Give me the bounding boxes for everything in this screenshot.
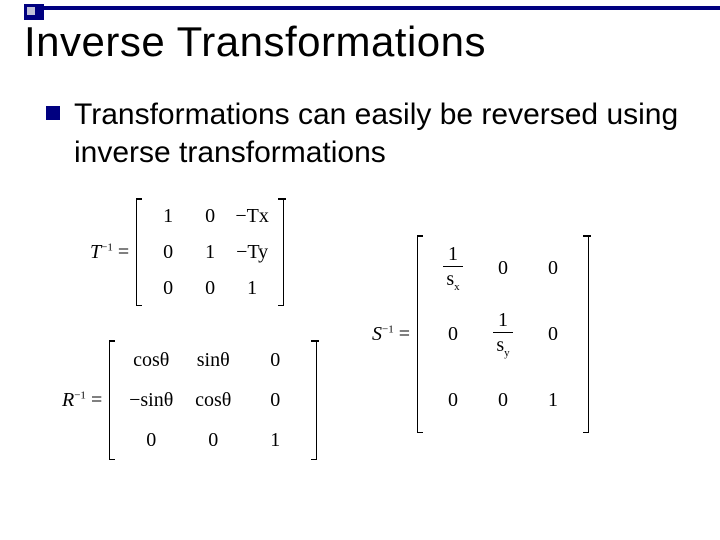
bullet-icon bbox=[46, 106, 60, 120]
matrix-R-grid: cosθsinθ0−sinθcosθ0001 bbox=[120, 340, 306, 460]
matrix-cell: 0 bbox=[182, 429, 244, 452]
matrix-R-base: R bbox=[62, 389, 74, 411]
matrix-cell: 0 bbox=[478, 389, 528, 412]
matrix-cell: 0 bbox=[244, 389, 306, 412]
matrix-cell: 1 bbox=[528, 389, 578, 412]
matrix-cell: 1 bbox=[189, 241, 231, 264]
matrix-R-eq: = bbox=[91, 389, 102, 411]
matrix-cell: 1sy bbox=[478, 310, 528, 359]
right-bracket-icon bbox=[278, 198, 286, 306]
matrix-cell: −Tx bbox=[231, 205, 273, 228]
matrix-cell: 0 bbox=[120, 429, 182, 452]
matrix-cell: −Ty bbox=[231, 241, 273, 264]
matrix-cell: 0 bbox=[147, 241, 189, 264]
matrix-cell: −sinθ bbox=[120, 389, 182, 412]
matrix-cell: 0 bbox=[428, 323, 478, 346]
matrix-T-base: T bbox=[90, 241, 101, 263]
matrix-S-label: S−1 = bbox=[372, 323, 410, 346]
right-bracket-icon bbox=[583, 235, 591, 433]
matrix-cell: 1sx bbox=[428, 244, 478, 293]
matrix-R-label: R−1 = bbox=[62, 389, 102, 412]
matrix-cell: 0 bbox=[189, 277, 231, 300]
slide: Inverse Transformations Transformations … bbox=[0, 0, 720, 540]
matrix-cell: sinθ bbox=[182, 349, 244, 372]
matrix-T-inverse: T−1 = 10−Tx01−Ty001 bbox=[90, 198, 286, 306]
matrix-cell: 0 bbox=[428, 389, 478, 412]
bullet-row: Transformations can easily be reversed u… bbox=[46, 96, 690, 171]
left-bracket-icon bbox=[415, 235, 423, 433]
matrix-cell: 1 bbox=[231, 277, 273, 300]
matrix-S-eq: = bbox=[399, 323, 410, 345]
slide-title: Inverse Transformations bbox=[24, 18, 486, 66]
matrix-cell: 1 bbox=[147, 205, 189, 228]
matrix-T-sup: −1 bbox=[101, 241, 113, 253]
matrix-T-label: T−1 = bbox=[90, 241, 129, 264]
matrix-R-inverse: R−1 = cosθsinθ0−sinθcosθ0001 bbox=[62, 340, 319, 460]
title-accent-box-inner bbox=[27, 7, 35, 15]
matrix-cell: cosθ bbox=[182, 389, 244, 412]
matrix-cell: 0 bbox=[147, 277, 189, 300]
bullet-text: Transformations can easily be reversed u… bbox=[74, 96, 690, 171]
matrix-cell: 0 bbox=[528, 323, 578, 346]
left-bracket-icon bbox=[134, 198, 142, 306]
matrix-cell: 0 bbox=[478, 257, 528, 280]
matrix-cell: 0 bbox=[189, 205, 231, 228]
matrix-cell: 0 bbox=[244, 349, 306, 372]
matrix-cell: 1 bbox=[244, 429, 306, 452]
matrix-S-grid: 1sx0001sy0001 bbox=[428, 235, 578, 433]
matrix-T-eq: = bbox=[118, 241, 129, 263]
matrix-S-base: S bbox=[372, 323, 382, 345]
matrix-cell: cosθ bbox=[120, 349, 182, 372]
matrix-cell: 0 bbox=[528, 257, 578, 280]
right-bracket-icon bbox=[311, 340, 319, 460]
left-bracket-icon bbox=[107, 340, 115, 460]
matrix-S-sup: −1 bbox=[382, 323, 394, 335]
matrix-T-grid: 10−Tx01−Ty001 bbox=[147, 198, 273, 306]
title-rule bbox=[24, 6, 720, 10]
matrix-S-inverse: S−1 = 1sx0001sy0001 bbox=[372, 235, 591, 433]
matrix-R-sup: −1 bbox=[74, 389, 86, 401]
